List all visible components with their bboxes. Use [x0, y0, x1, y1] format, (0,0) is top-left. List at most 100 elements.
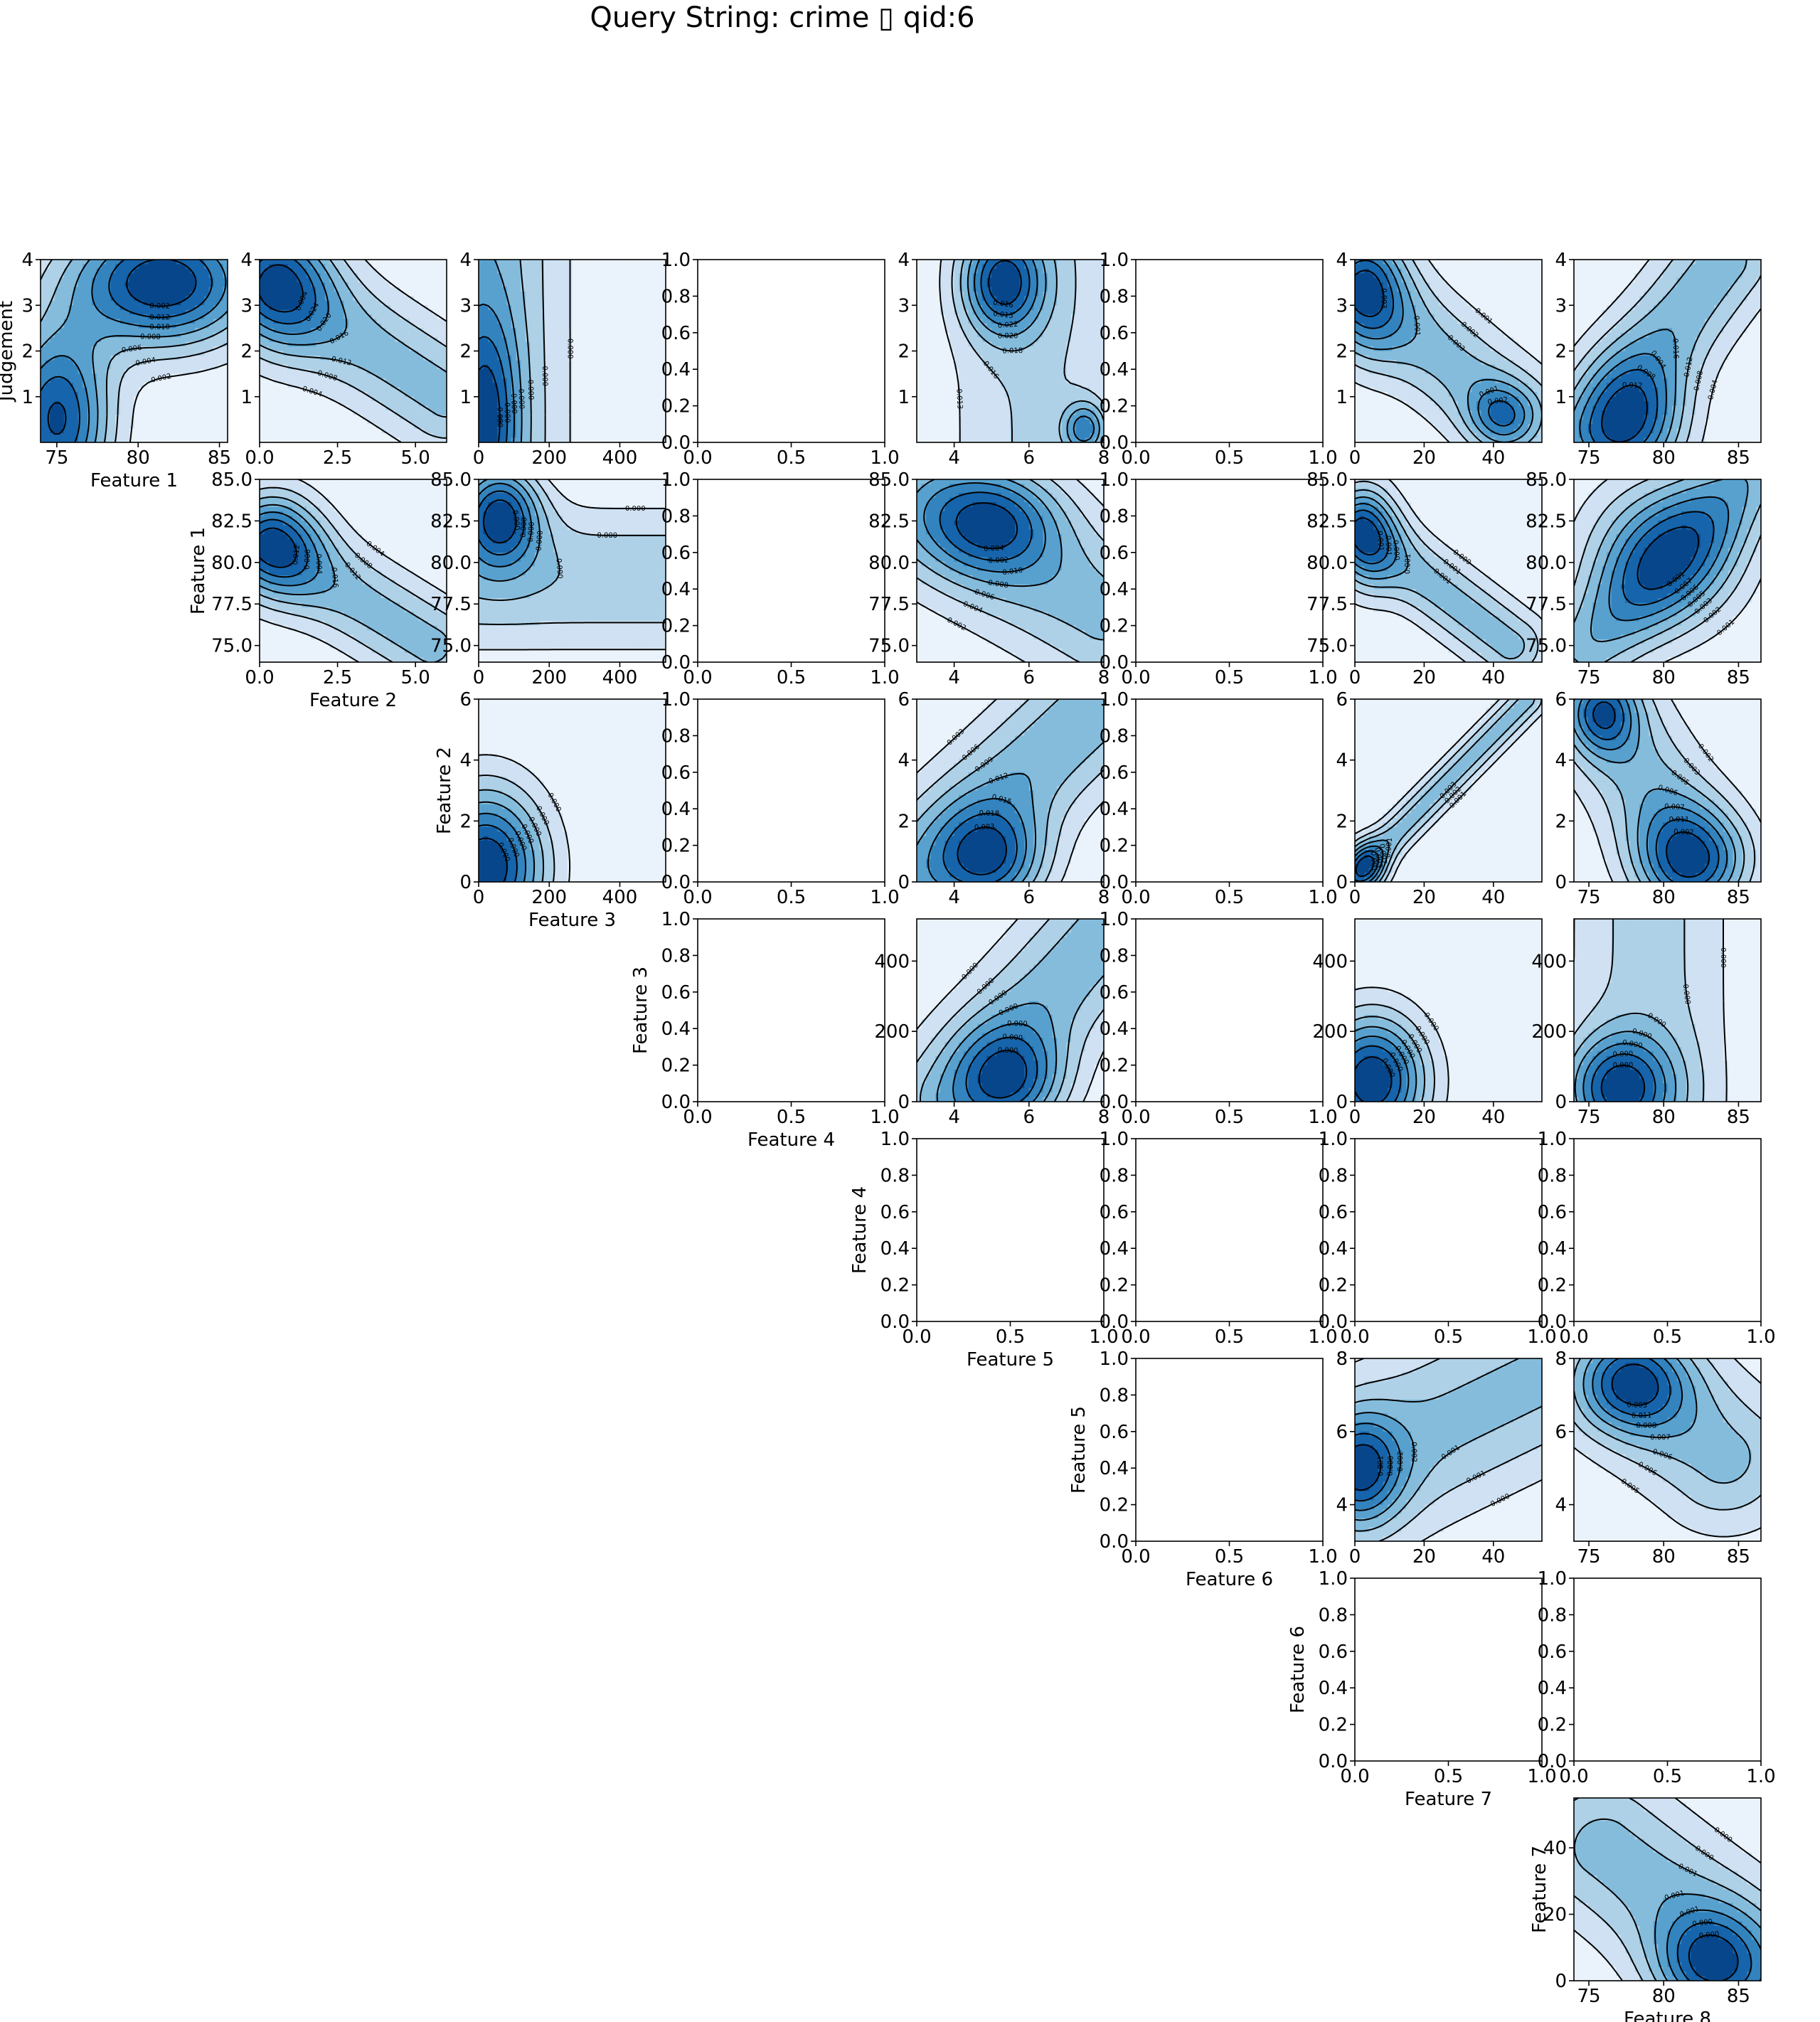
x-axis-label: Feature 7 [1405, 1789, 1492, 1810]
y-tick-label: 3 [459, 295, 472, 316]
x-tick-label: 75 [1577, 447, 1600, 469]
panel-r3-c3: 0.0 0.5 1.0 0.0 0.2 0.4 0.6 0.8 1.0 Feature 4 Feat… [630, 909, 900, 1151]
y-tick-label: 1 [240, 387, 252, 408]
x-axis-label: Feature 3 [528, 910, 616, 931]
contour-fill [1355, 699, 1542, 882]
contour-label: 0.016 [330, 567, 339, 587]
y-tick-label: 4 [240, 250, 252, 271]
y-tick-label: 85.0 [211, 469, 252, 491]
y-tick-label: 1.0 [661, 250, 691, 271]
x-tick-label: 0.5 [777, 447, 806, 469]
y-tick-label: 0.6 [661, 543, 691, 564]
y-tick-label: 0.4 [880, 1238, 910, 1260]
y-tick-label: 0.6 [880, 1202, 910, 1223]
y-tick-label: 2 [459, 341, 472, 363]
y-tick-label: 400 [874, 951, 910, 972]
y-tick-label: 82.5 [211, 511, 252, 532]
y-tick-label: 1.0 [1100, 689, 1129, 711]
x-tick-label: 85 [1727, 887, 1750, 908]
x-tick-label: 0.5 [1434, 1326, 1463, 1348]
y-tick-label: 4 [1336, 250, 1348, 271]
y-tick-label: 1.0 [1538, 1129, 1567, 1150]
y-tick-label: 6 [459, 689, 472, 711]
contour-fill [479, 260, 666, 442]
y-tick-label: 0.6 [1100, 982, 1129, 1004]
axes-frame [1354, 479, 1543, 663]
y-tick-label: 0.6 [1319, 1641, 1348, 1663]
y-axis-label: Feature 2 [434, 747, 455, 834]
axes-frame [1354, 918, 1543, 1102]
y-tick-label: 2 [1555, 811, 1567, 832]
contour-label: 0.000 [1002, 1033, 1023, 1043]
contour-lines [917, 479, 1104, 662]
y-tick-label: 0 [1555, 1971, 1567, 1992]
y-tick-label: 0.0 [1538, 1311, 1567, 1333]
contour-lines [41, 260, 228, 442]
x-tick-label: 0.5 [1434, 1766, 1463, 1787]
contour-lines [260, 260, 447, 442]
x-tick-label: 2.5 [323, 667, 352, 688]
y-tick-label: 77.5 [1526, 594, 1567, 615]
y-tick-label: 0.6 [1100, 1202, 1129, 1223]
contour-label: 0.008 [140, 333, 161, 341]
y-tick-label: 0.8 [1100, 506, 1129, 527]
y-tick-label: 0.0 [661, 432, 691, 454]
panel-r4-c7: 0.0 0.5 1.0 0.0 0.2 0.4 0.6 0.8 1.0 [1538, 1129, 1776, 1348]
axes-frame [1573, 1138, 1762, 1322]
contour-lines [917, 699, 1104, 882]
y-tick-label: 75.0 [1526, 636, 1567, 657]
x-tick-label: 0.0 [1559, 1766, 1588, 1787]
y-tick-label: 75.0 [1307, 636, 1348, 657]
contour-lines [1355, 986, 1449, 1102]
x-tick-label: 0 [1349, 667, 1361, 688]
x-tick-label: 85 [1727, 667, 1750, 688]
contour-lines [1574, 1358, 1761, 1538]
contour-label: 0.012 [292, 544, 302, 565]
x-tick-label: 0.0 [1559, 1326, 1588, 1348]
axes-frame [1573, 918, 1762, 1102]
y-tick-label: 85.0 [1526, 469, 1567, 491]
contour-fill [1574, 1358, 1761, 1541]
contour-label: 0.003 [1373, 847, 1383, 868]
x-tick-label: 0.5 [777, 887, 806, 908]
y-tick-label: 0 [1336, 872, 1348, 893]
contour-label: 0.020 [998, 332, 1018, 340]
axes-frame [697, 918, 885, 1102]
chart-title: Query String: crime ▯ qid:6 [0, 0, 1565, 36]
x-tick-label: 0.0 [1121, 1107, 1150, 1128]
contour-label: 0.002 [149, 302, 170, 311]
y-tick-label: 400 [1312, 951, 1348, 972]
contour-lines [939, 260, 1104, 442]
y-tick-label: 1 [1336, 387, 1348, 408]
contour-label: 0.003 [974, 823, 995, 831]
y-tick-label: 80.0 [868, 553, 910, 574]
contour-fill [479, 479, 666, 662]
contour-label: 0.000 [519, 517, 528, 538]
contour-label: 0.000 [541, 366, 548, 386]
x-tick-label: 0.0 [683, 1107, 712, 1128]
contour-label: 0.000 [516, 388, 525, 409]
panel-r2-c5: 0.0 0.5 1.0 0.0 0.2 0.4 0.6 0.8 1.0 [1100, 689, 1338, 908]
x-tick-label: 6 [1023, 1107, 1036, 1128]
y-tick-label: 6 [898, 689, 910, 711]
y-tick-label: 0.8 [1100, 725, 1129, 747]
contour-fill [917, 919, 1104, 1102]
y-tick-label: 1.0 [1100, 1129, 1129, 1150]
x-tick-label: 75 [1577, 1107, 1600, 1128]
y-tick-label: 0.8 [1100, 1165, 1129, 1186]
x-tick-label: 85 [208, 447, 231, 469]
y-tick-label: 0.2 [1319, 1275, 1348, 1297]
contour-fill [260, 260, 447, 442]
y-tick-label: 0.2 [661, 396, 691, 417]
y-tick-label: 4 [1336, 1495, 1348, 1516]
y-tick-label: 0.8 [661, 725, 691, 747]
y-tick-label: 0 [1555, 1092, 1567, 1113]
contour-label: 0.013 [993, 310, 1014, 320]
